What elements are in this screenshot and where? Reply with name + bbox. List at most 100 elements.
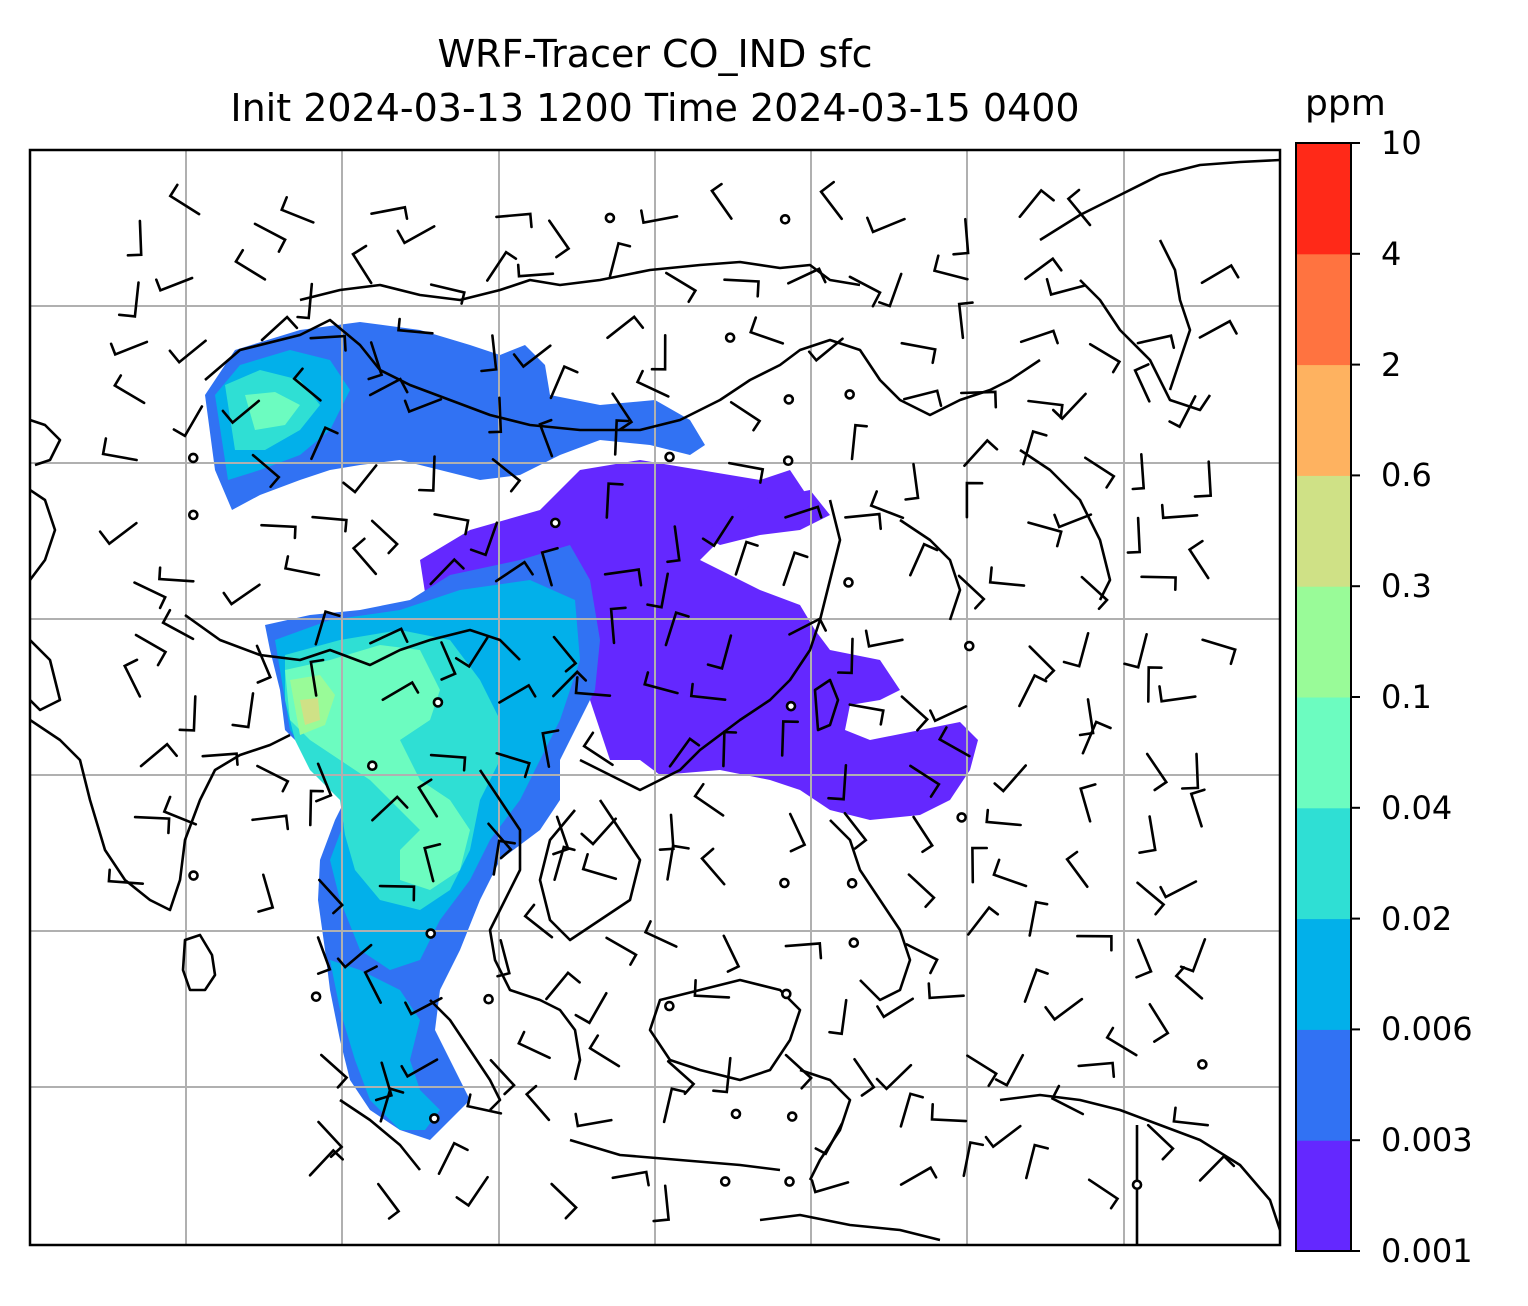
wind-barb [101, 437, 138, 462]
colorbar-segment [1296, 253, 1351, 366]
wind-barb [965, 481, 984, 519]
wind-barb [701, 515, 734, 548]
wind-barb [367, 341, 384, 381]
wind-barb [454, 636, 489, 669]
coastline-korea-japan [899, 279, 1212, 621]
wind-barb [255, 644, 273, 684]
calm-wind-circle [366, 760, 378, 772]
wind-barb [1084, 456, 1116, 489]
wind-barb [488, 396, 503, 434]
wind-barb [310, 425, 339, 461]
wind-barb [433, 513, 470, 536]
coastline-russia-east [1039, 158, 1280, 242]
wind-barb [548, 219, 571, 259]
wind-barb [611, 392, 634, 431]
calm-wind-circle [963, 640, 975, 652]
wind-barb [396, 225, 436, 245]
wind-barb [1123, 633, 1148, 669]
wind-barb [909, 764, 941, 798]
wind-barb [588, 1034, 621, 1068]
wind-barb [784, 505, 823, 519]
wind-barb [848, 275, 882, 308]
wind-barb [912, 815, 935, 854]
wind-barb [1079, 783, 1097, 823]
wind-barb [381, 680, 420, 701]
calm-wind-circle [1131, 1179, 1143, 1191]
wind-barb [134, 633, 168, 667]
colorbar-segment [1296, 143, 1351, 255]
calm-wind-circle [310, 991, 322, 1002]
wind-barb [984, 1124, 1022, 1149]
calm-wind-circle [846, 877, 858, 889]
wind-barb [734, 540, 759, 576]
wind-barb [480, 334, 498, 373]
wind-barb [814, 1122, 844, 1156]
wind-barb [782, 550, 809, 587]
wind-barb [957, 574, 986, 610]
colorbar-segment [1296, 918, 1351, 1030]
wind-barb [1077, 1061, 1116, 1078]
wind-barb [722, 934, 741, 973]
wind-barb [122, 658, 142, 698]
wind-barb [308, 1148, 344, 1177]
wind-barb [377, 1182, 401, 1220]
plume-main-east-arm [700, 490, 830, 545]
wind-barb [351, 244, 373, 285]
wind-barb [440, 641, 457, 681]
wind-barb [523, 903, 554, 939]
colorbar-segment [1296, 1029, 1351, 1141]
wind-barb [869, 490, 905, 520]
wind-barb [1172, 1106, 1209, 1127]
calm-wind-circle [425, 928, 437, 939]
coastline-sakhalin [1158, 239, 1192, 391]
wind-barb [1198, 319, 1238, 339]
wind-barb [876, 997, 914, 1019]
wind-barb [850, 423, 868, 461]
calm-wind-circle [782, 455, 794, 466]
wind-barb [988, 566, 1026, 587]
wind-barb [363, 965, 382, 1004]
map-frame [28, 148, 1282, 1247]
wind-barb [971, 846, 988, 884]
colorbar-segment [1296, 364, 1351, 476]
wind-barb [552, 670, 588, 698]
wind-barb [492, 839, 516, 876]
wind-barb [606, 314, 645, 340]
wind-barb [517, 1030, 551, 1060]
colorbar-tick-label: 4 [1381, 234, 1402, 273]
wind-barb [109, 340, 149, 357]
wind-barb [162, 795, 198, 826]
border-himalaya [184, 613, 521, 667]
wind-barb [666, 844, 690, 881]
wind-barb [994, 1053, 1025, 1087]
colorbar-segment [1296, 807, 1351, 920]
wind-barb [608, 241, 632, 278]
wind-barb [843, 812, 868, 850]
wind-barb [1080, 575, 1109, 611]
wind-barb [668, 736, 701, 768]
coastline-sri-lanka [181, 933, 217, 992]
wind-barb [495, 752, 531, 779]
wind-barb [899, 1165, 938, 1186]
wind-barb [807, 337, 844, 363]
calm-wind-circle [550, 517, 561, 529]
coastline-new-guinea [999, 1093, 1280, 1231]
wind-barb [932, 254, 969, 281]
wind-barb [107, 868, 145, 885]
chart-subtitle: Init 2024-03-13 1200 Time 2024-03-15 040… [230, 86, 1080, 130]
wind-barb [665, 271, 698, 303]
wind-barb [1028, 900, 1049, 937]
wind-barb [489, 1059, 516, 1096]
calm-wind-circles [187, 212, 1208, 1191]
wind-barb [992, 858, 1028, 888]
wind-barb [1105, 1026, 1138, 1057]
coastline-borneo [648, 978, 802, 1082]
wind-barb [126, 219, 143, 257]
wind-barb [1050, 1084, 1085, 1116]
wind-barb [429, 753, 467, 772]
wind-barb [1148, 1003, 1170, 1043]
wind-barb [652, 1184, 671, 1223]
wind-barb [1158, 685, 1197, 703]
wind-barb [260, 315, 299, 342]
wind-barb [342, 464, 378, 494]
